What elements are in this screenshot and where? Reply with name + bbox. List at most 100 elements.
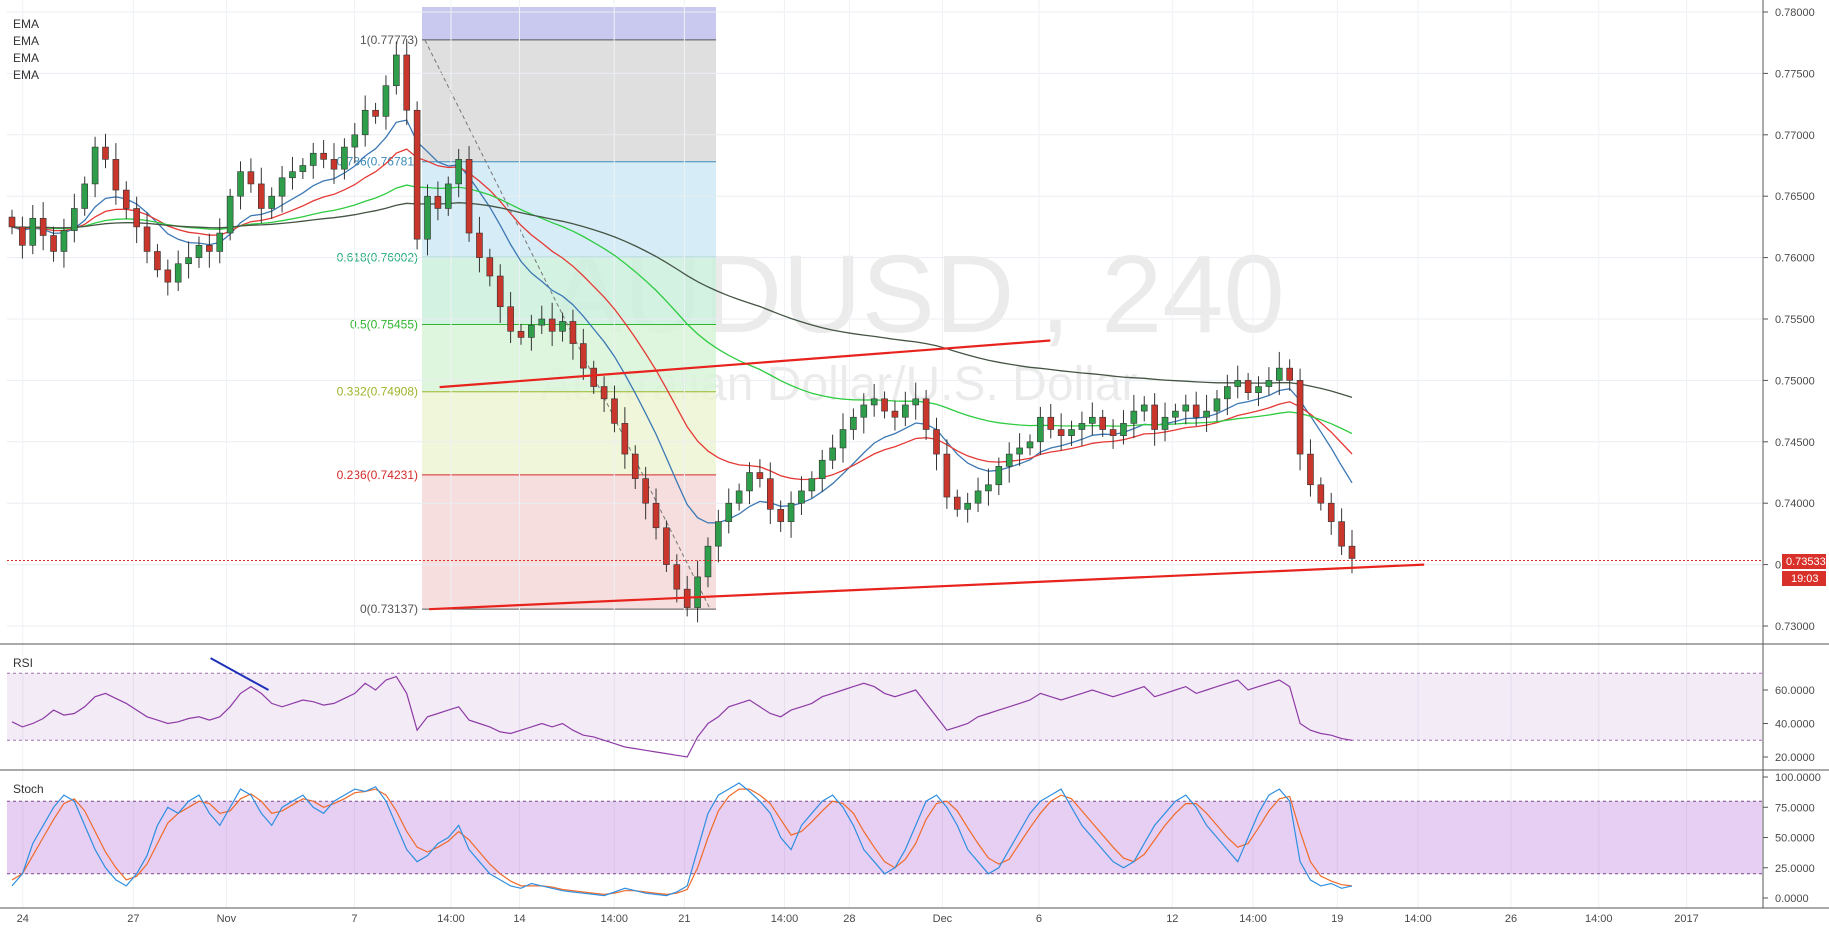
candle-up [829,447,836,461]
candle-down [476,232,483,258]
ema-line-4 [11,202,1353,399]
candle-up [964,502,971,510]
ema-lines [11,119,1353,524]
candle-down [247,171,255,185]
candle-up [1275,367,1283,381]
candle-down [465,159,473,234]
candle-down [112,159,120,191]
candle-up [226,195,234,234]
watermark-interval: , 240 [1040,233,1285,356]
candle-down [50,235,57,252]
legend-ema-1: EMA [13,17,39,31]
candle-down [8,216,16,228]
candle-up [351,134,359,148]
candle-down [1286,367,1293,381]
candle-up [1005,453,1013,467]
candle-up [455,159,462,185]
legend-ema-3: EMA [13,51,39,65]
rsi-band [7,673,1762,741]
candle-down [953,496,961,510]
candle-down [766,478,774,510]
fib-zone [422,474,716,610]
candle-up [818,459,826,479]
candle-down [600,386,608,400]
candle-up [1224,386,1231,400]
candle-down [663,527,670,565]
candle-down [922,398,930,430]
candle-up [216,232,224,252]
candle-down [548,318,556,332]
fib-zone [422,39,716,162]
candle-up [1255,386,1262,393]
candle-up [808,478,816,492]
price-tick-label: 0.75500 [1775,314,1815,326]
grid [7,0,1762,908]
time-tick-label: 28 [843,913,855,925]
stoch-tick-label: 75.0000 [1775,802,1815,814]
ema-legend: EMA EMA EMA EMA [13,17,39,82]
candle-down [777,509,784,522]
candle-down [164,269,172,283]
candle-down [1244,380,1252,393]
candle-down [1057,429,1065,436]
candle-down [933,429,940,455]
price-tick-label: 0.73000 [1775,621,1815,633]
time-tick-label: Nov [217,913,237,925]
countdown-tag-bg [1782,571,1826,586]
candle-up [974,490,982,504]
time-tick-label: 2017 [1674,913,1698,925]
candle-up [1213,398,1221,412]
candle-up [1130,410,1138,424]
candle-down [320,152,327,160]
legend-ema-4: EMA [13,68,39,82]
candle-up [60,230,68,252]
price-tick-label: 0.74000 [1775,498,1815,510]
current-price-value: 0.73533 [1786,556,1826,568]
candle-down [1296,380,1304,455]
candle-down [1099,416,1106,430]
candle-up [1016,447,1023,455]
fib-level-label: 1(0.77773) [360,33,418,47]
stoch-label: Stoch [13,782,44,796]
time-tick-label: 21 [678,913,690,925]
candle-up [1078,423,1086,430]
stoch-pane: 0.0000 25.0000 50.0000 75.0000 100.0000 [7,772,1821,905]
candle-up [71,208,78,231]
trendlines[interactable] [429,339,1425,611]
candle-up [361,109,369,136]
fib-zone [422,324,716,392]
trendline-upper-channel [439,339,1051,389]
candle-down [631,453,639,479]
fib-level-label: 0.236(0.74231) [337,468,418,482]
stoch-tick-label: 100.0000 [1775,772,1821,784]
price-tick-label: 0.76000 [1775,253,1815,265]
candle-down [642,478,649,504]
candle-up [1161,416,1169,430]
candlesticks [8,38,1356,623]
candle-up [195,245,203,258]
price-tick-label: 0.75000 [1775,375,1815,387]
candle-down [621,423,629,455]
stoch-tick-label: 0.0000 [1775,893,1809,905]
candle-up [289,171,296,179]
candle-up [704,545,712,578]
candle-up [1182,404,1190,412]
rsi-tick-label: 40.0000 [1775,719,1815,731]
candle-down [133,208,140,228]
time-tick-label: 14:00 [1585,913,1613,925]
stoch-k-line [11,782,1353,897]
candle-down [206,245,213,252]
candle-up [787,502,795,522]
candle-up [735,490,743,504]
candle-up [341,146,348,170]
time-tick-label: 19 [1331,913,1343,925]
candle-down [434,195,442,209]
candle-down [39,218,47,236]
candle-down [673,564,681,590]
candle-down [1047,416,1055,430]
candle-down [486,257,494,277]
candle-up [870,398,878,406]
